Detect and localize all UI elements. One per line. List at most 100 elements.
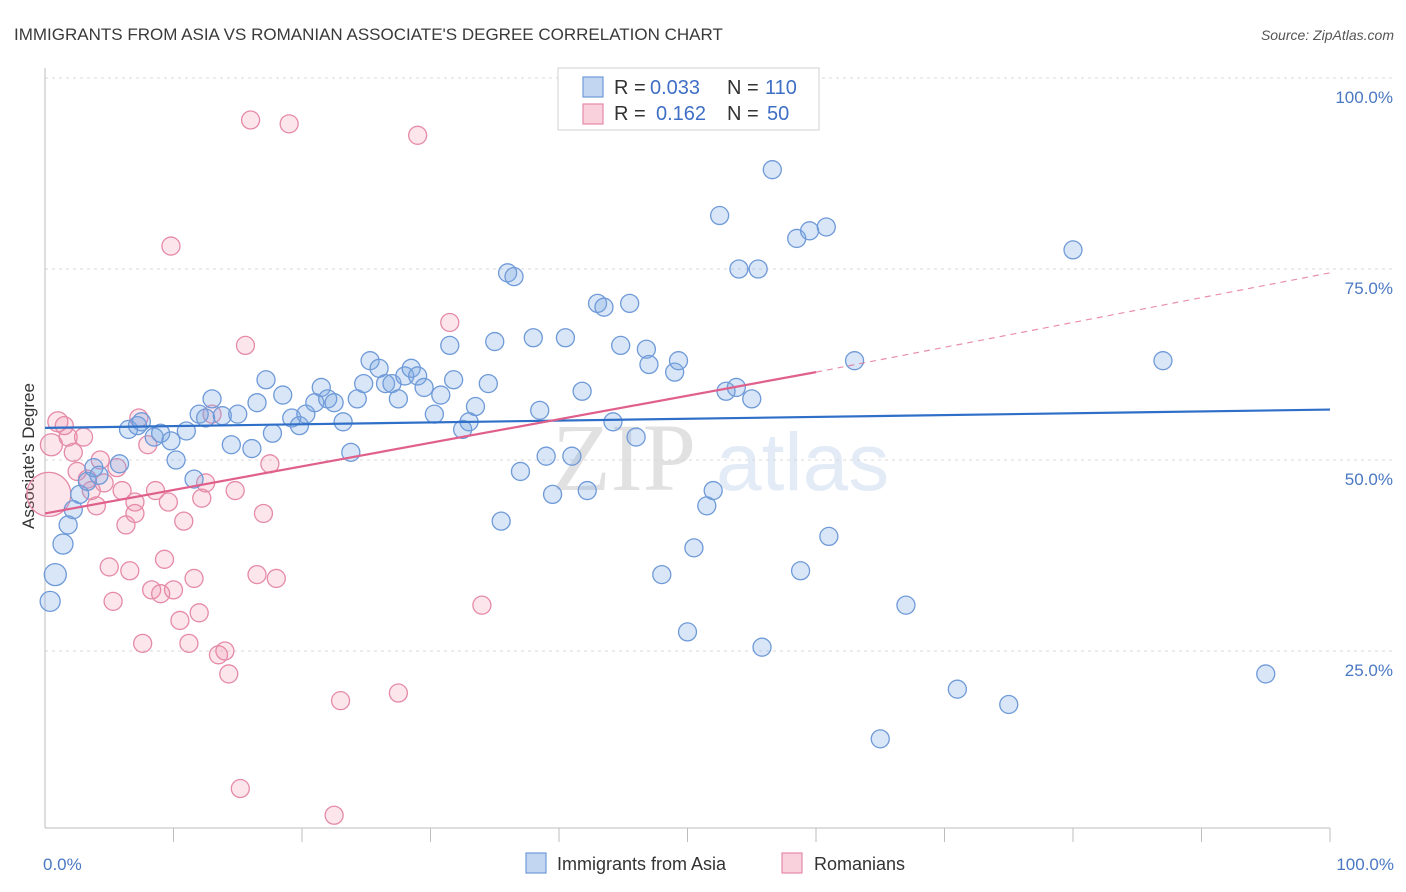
watermark: ZIP atlas — [552, 404, 889, 511]
watermark-atlas: atlas — [716, 417, 889, 508]
axes — [44, 68, 1331, 842]
asia-point-99 — [844, 351, 865, 371]
asia-point-105 — [1153, 351, 1173, 371]
romanians-point-14 — [103, 591, 123, 611]
asia-point-98 — [816, 217, 836, 237]
y-tick-label-25: 25.0% — [1345, 661, 1393, 680]
y-tick-label-75: 75.0% — [1345, 279, 1393, 298]
romanians-point-49 — [324, 805, 344, 825]
series-legend-label-romanians: Romanians — [814, 854, 905, 874]
romanians-point-27 — [158, 492, 179, 512]
series-legend: Immigrants from Asia Romanians — [525, 852, 905, 874]
asia-point-86 — [709, 205, 730, 226]
asia-point-70 — [577, 480, 597, 501]
asia-point-95 — [790, 561, 811, 581]
asia-point-64 — [530, 400, 550, 420]
asia-point-103 — [999, 694, 1019, 715]
legend-swatch-asia — [582, 76, 604, 98]
asia-point-66 — [542, 484, 563, 505]
asia-point-21 — [202, 389, 222, 409]
romanians-point-42 — [235, 335, 256, 356]
romanians-point-41 — [230, 778, 250, 799]
trend-line-romanians-extension — [815, 272, 1331, 373]
romanians-point-39 — [219, 664, 239, 684]
x-tick-label-min: 0.0% — [43, 855, 82, 874]
asia-point-81 — [668, 351, 689, 371]
asia-point-79 — [652, 564, 672, 585]
asia-point-31 — [289, 415, 310, 436]
romanians-point-56 — [125, 503, 145, 524]
romanians-point-22 — [138, 435, 158, 455]
asia-point-48 — [407, 366, 428, 386]
series-legend-swatch-asia — [525, 852, 547, 874]
romanians-point-32 — [179, 633, 199, 654]
stats-legend: R = 0.033 N = 110 R = 0.162 N = 50 — [557, 67, 820, 131]
asia-point-14 — [150, 423, 171, 443]
asia-point-93 — [762, 160, 782, 180]
asia-point-8 — [89, 465, 109, 485]
y-tick-labels: 25.0% 50.0% 75.0% 100.0% — [1335, 88, 1393, 680]
trend-line-asia — [44, 408, 1331, 430]
romanians-point-52 — [407, 125, 428, 145]
asia-point-16 — [166, 450, 186, 470]
romanians-point-13 — [99, 557, 119, 577]
asia-point-65 — [536, 446, 556, 466]
asia-point-92 — [752, 637, 772, 657]
asia-point-40 — [354, 373, 374, 394]
romanians-point-44 — [247, 564, 267, 585]
asia-point-83 — [684, 538, 704, 558]
legend-r-value-romanians: 0.162 — [656, 103, 706, 125]
romanians-point-47 — [266, 568, 286, 589]
asia-point-18 — [184, 469, 204, 489]
asia-point-9 — [109, 454, 130, 474]
asia-point-102 — [947, 679, 967, 699]
asia-point-30 — [282, 408, 302, 428]
asia-point-62 — [510, 461, 531, 482]
asia-point-106 — [1256, 664, 1276, 684]
asia-point-52 — [440, 335, 460, 356]
asia-point-101 — [896, 595, 916, 615]
asia-point-45 — [388, 389, 409, 409]
asia-point-27 — [256, 370, 276, 390]
asia-point-36 — [324, 393, 344, 413]
asia-point-53 — [443, 370, 464, 390]
asia-point-58 — [485, 331, 505, 352]
asia-point-75 — [620, 293, 640, 314]
romanians-point-40 — [225, 480, 245, 501]
asia-point-76 — [626, 427, 646, 447]
series-romanians-points — [26, 68, 755, 825]
romanians-point-29 — [163, 580, 184, 600]
asia-point-25 — [242, 438, 262, 459]
asia-point-3 — [58, 515, 78, 535]
asia-point-50 — [424, 404, 445, 424]
legend-r-label-romanians: R = — [614, 103, 646, 125]
asia-point-37 — [333, 412, 353, 432]
asia-point-69 — [572, 381, 592, 401]
asia-point-17 — [176, 421, 197, 441]
legend-r-value-asia: 0.033 — [650, 77, 700, 99]
asia-point-43 — [375, 373, 396, 394]
chart-source: Source: ZipAtlas.com — [1261, 27, 1394, 43]
asia-point-74 — [611, 335, 631, 356]
watermark-zip: ZIP — [552, 404, 696, 511]
asia-point-59 — [491, 511, 511, 531]
asia-point-28 — [262, 423, 283, 443]
series-legend-label-asia: Immigrants from Asia — [557, 854, 727, 874]
series-asia-points — [39, 160, 1276, 749]
asia-point-54 — [452, 419, 473, 440]
asia-point-15 — [161, 431, 181, 451]
asia-point-89 — [729, 259, 749, 279]
y-axis-title: Associate's Degree — [19, 383, 38, 529]
asia-point-2 — [52, 533, 74, 555]
romanians-point-53 — [440, 312, 460, 333]
asia-point-97 — [819, 526, 839, 547]
romanians-point-48 — [279, 114, 299, 134]
romanians-point-11 — [90, 450, 110, 470]
asia-point-85 — [703, 480, 723, 501]
series-legend-swatch-romanians — [781, 852, 803, 874]
y-tick-label-100: 100.0% — [1335, 88, 1393, 107]
romanians-point-5 — [63, 442, 83, 463]
trend-line-romanians — [44, 371, 817, 515]
asia-point-26 — [247, 393, 267, 413]
asia-point-34 — [311, 377, 331, 398]
